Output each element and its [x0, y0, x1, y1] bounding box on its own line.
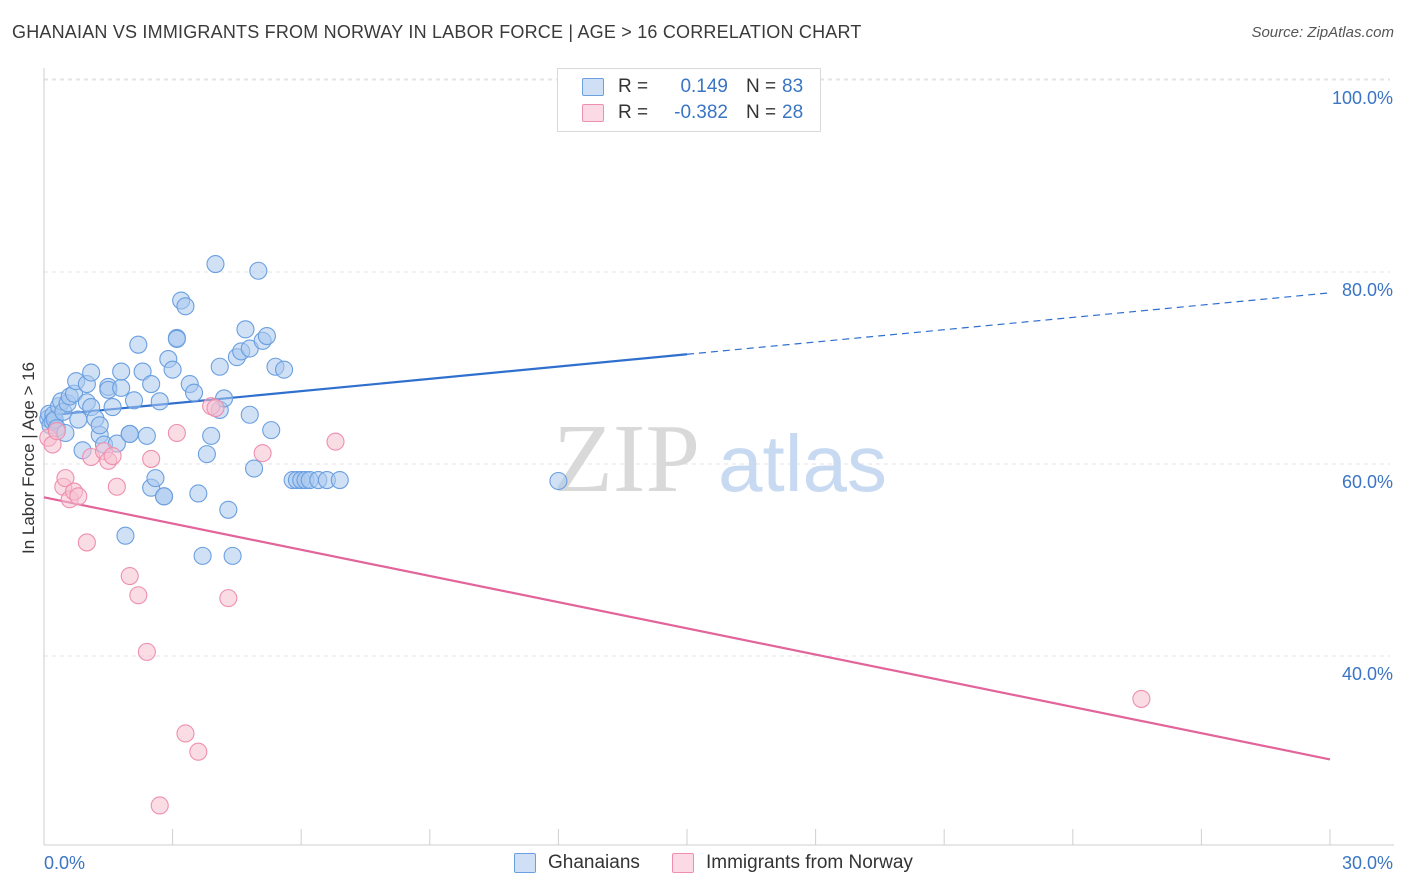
data-point-norway: [253, 444, 272, 463]
data-point-ghanaians: [184, 383, 204, 402]
chart-title: GHANAIAN VS IMMIGRANTS FROM NORWAY IN LA…: [12, 22, 862, 42]
data-point-norway: [137, 642, 156, 661]
data-point-ghanaians: [262, 421, 281, 440]
data-point-norway: [219, 589, 238, 608]
bottom-legend-swatch-ghanaians: [514, 853, 536, 873]
source-label: Source: ZipAtlas.com: [1251, 24, 1394, 41]
data-point-ghanaians: [146, 469, 165, 488]
data-point-ghanaians: [137, 426, 156, 445]
data-point-ghanaians: [206, 254, 225, 274]
data-point-ghanaians: [236, 320, 255, 339]
data-point-ghanaians: [163, 360, 182, 379]
y-tick-label: 100.0%: [1332, 88, 1393, 108]
x-tick-label: 30.0%: [1342, 853, 1393, 873]
data-point-ghanaians: [219, 500, 238, 519]
data-point-ghanaians: [112, 362, 131, 381]
data-point-norway: [107, 477, 126, 496]
data-point-ghanaians: [103, 398, 122, 417]
data-point-norway: [150, 796, 169, 815]
data-point-ghanaians: [69, 410, 88, 429]
legend-r-label: R =: [618, 76, 649, 97]
data-point-norway: [142, 449, 161, 468]
legend-row-norway: R = -0.382 N = 28: [582, 101, 803, 125]
data-point-ghanaians: [223, 546, 242, 565]
data-point-ghanaians: [210, 357, 229, 376]
bottom-legend-label: Ghanaians: [548, 852, 640, 873]
legend-swatch-norway: [582, 104, 604, 122]
data-point-norway: [47, 422, 66, 441]
legend-r-value: -0.382: [674, 102, 728, 123]
watermark-zip: ZIP: [553, 405, 700, 513]
data-point-ghanaians: [116, 526, 135, 545]
data-point-ghanaians: [150, 392, 169, 411]
data-point-norway: [77, 533, 96, 552]
legend-row-ghanaians: R = 0.149 N = 83: [582, 75, 803, 99]
y-axis-label: In Labor Force | Age > 16: [19, 362, 38, 554]
data-point-ghanaians: [189, 484, 208, 503]
data-point-norway: [326, 432, 345, 451]
legend-n-value: 28: [782, 102, 804, 123]
x-tick-label: 0.0%: [44, 853, 85, 873]
data-point-ghanaians: [82, 363, 101, 382]
data-point-ghanaians: [257, 326, 276, 346]
grid-lines: [44, 78, 1390, 657]
bottom-legend: Ghanaians Immigrants from Norway: [0, 852, 1406, 878]
trend-line-ghanaians: [43, 353, 688, 417]
data-point-ghanaians: [275, 360, 294, 379]
trend-line-norway: [43, 496, 1331, 761]
data-point-ghanaians: [120, 424, 139, 444]
bottom-legend-label: Immigrants from Norway: [706, 852, 913, 873]
data-point-norway: [120, 566, 139, 586]
y-tick-label: 80.0%: [1342, 280, 1393, 300]
legend-n-value: 83: [782, 76, 804, 97]
bottom-legend-norway: Immigrants from Norway: [672, 852, 913, 874]
legend-r-label: R =: [618, 102, 649, 123]
axes: [43, 68, 1394, 846]
data-point-norway: [69, 487, 88, 506]
data-point-norway: [176, 724, 195, 743]
data-point-ghanaians: [129, 335, 148, 354]
data-point-ghanaians: [142, 374, 161, 394]
data-point-ghanaians: [133, 362, 152, 381]
tick-labels: 100.0% 80.0% 60.0% 40.0% 0.0% 30.0%: [44, 88, 1393, 873]
data-point-ghanaians: [124, 391, 144, 410]
legend: R = 0.149 N = 83 R = -0.382 N = 28: [557, 68, 821, 132]
data-point-ghanaians: [197, 445, 216, 464]
trend-lines: [43, 292, 1331, 761]
data-point-norway: [189, 742, 208, 761]
bottom-legend-ghanaians: Ghanaians: [514, 852, 640, 874]
data-point-norway: [56, 469, 75, 488]
data-point-norway: [103, 446, 122, 466]
y-tick-label: 40.0%: [1342, 664, 1393, 684]
data-point-ghanaians: [90, 416, 109, 435]
data-point-norway: [206, 398, 225, 418]
data-point-ghanaians: [202, 426, 221, 445]
bottom-legend-swatch-norway: [672, 853, 694, 873]
data-point-norway: [167, 423, 186, 443]
legend-swatch-ghanaians: [582, 78, 604, 96]
legend-r-value: 0.149: [680, 76, 728, 97]
data-point-ghanaians: [330, 470, 349, 490]
data-point-ghanaians: [549, 471, 568, 491]
legend-n-label: N =: [746, 102, 777, 123]
data-point-norway: [1132, 689, 1151, 708]
data-point-ghanaians: [112, 378, 131, 397]
data-points: [39, 254, 1151, 815]
trend-line-extrapolated: [686, 292, 1331, 355]
data-point-ghanaians: [240, 405, 259, 424]
legend-n-label: N =: [746, 76, 777, 97]
data-point-norway: [129, 586, 148, 605]
data-point-ghanaians: [193, 546, 212, 565]
data-point-ghanaians: [176, 297, 195, 316]
data-point-ghanaians: [249, 261, 268, 280]
watermark-atlas: atlas: [718, 419, 887, 508]
data-point-ghanaians: [154, 487, 174, 506]
y-tick-label: 60.0%: [1342, 472, 1393, 492]
data-point-ghanaians: [167, 329, 186, 348]
data-point-ghanaians: [244, 459, 264, 478]
